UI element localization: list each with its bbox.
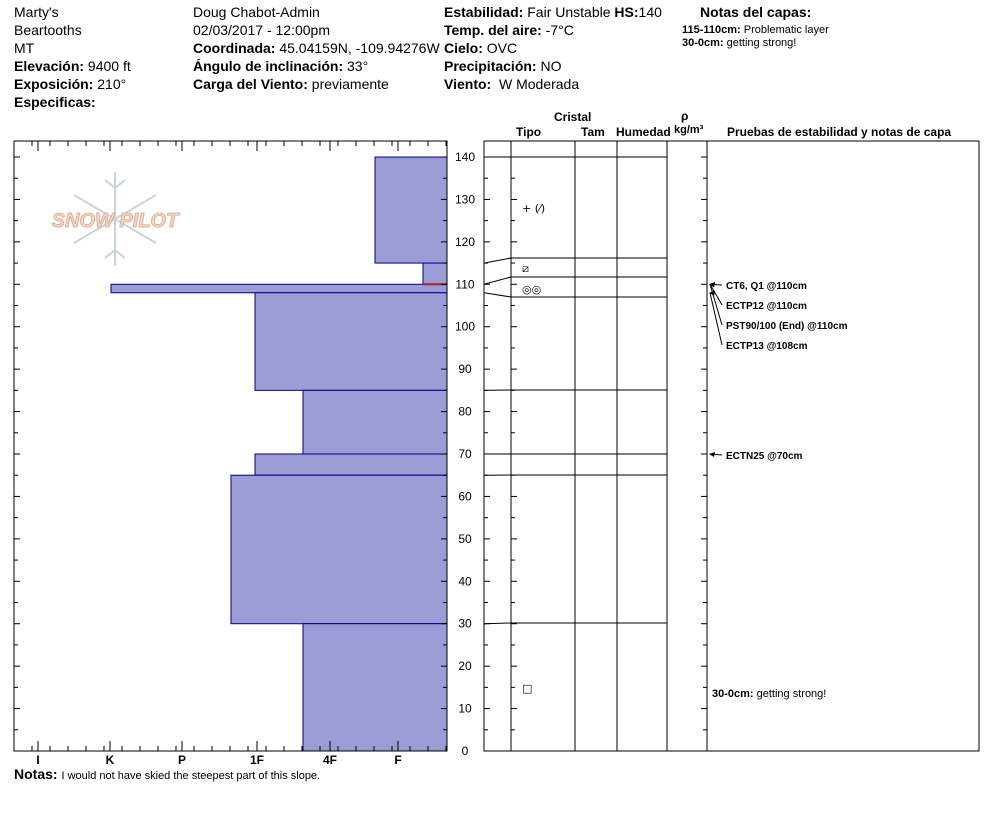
grain-symbols: + (⁄) ⧄ ◎◎ □ [522, 202, 545, 695]
density-unit-header: kg/m³ [674, 124, 704, 136]
hardness-label: P [178, 753, 186, 767]
layer-connector [483, 292, 512, 298]
svg-text:SNOW PILOT: SNOW PILOT [52, 210, 180, 232]
hardness-x-ticks: I K P 1F 4F F [13, 141, 447, 767]
layer-note: 115-110cm: Problematic layer [682, 24, 829, 36]
test-arrow [709, 284, 723, 326]
hardness-bars [110, 156, 448, 752]
depth-label: 90 [458, 362, 472, 376]
test-arrowhead [709, 452, 715, 457]
depth-axis-labels: 0 10 20 30 40 50 60 70 80 90 100 110 120 130 140 [455, 150, 475, 758]
stability-test-labels: CT6, Q1 @110cm ECTP12 @110cm PST90/100 (En… [709, 281, 848, 462]
depth-label: 120 [455, 235, 475, 249]
stability-test-label: CT6, Q1 @110cm [726, 281, 807, 292]
depth-label: 100 [455, 320, 475, 334]
layer-boundary-lines [483, 156, 667, 625]
depth-label: 80 [458, 405, 472, 419]
hardness-label: I [36, 753, 39, 767]
hardness-bar [302, 389, 448, 455]
slope-angle: Ángulo de inclinación: 33° [193, 58, 369, 74]
depth-label: 70 [458, 447, 472, 461]
depth-label: 60 [458, 489, 472, 503]
notes: Notas: I would not have skied the steepe… [14, 766, 321, 782]
density-rho-header: ρ [681, 109, 689, 123]
depth-ticks-left [14, 156, 447, 752]
test-arrowhead [709, 282, 715, 288]
sky-cover: Cielo: OVC [444, 40, 518, 56]
stability-tests-header: Pruebas de estabilidad y notas de capa [727, 125, 952, 139]
hardness-label: 1F [250, 753, 264, 767]
test-arrowhead [709, 290, 715, 296]
snowpilot-logo: SNOW PILOT [51, 172, 181, 266]
grain-symbol: ⧄ [522, 262, 529, 275]
depth-label: 110 [455, 277, 474, 291]
depth-label: 30 [458, 617, 472, 631]
state: MT [14, 40, 35, 56]
depth-label: 10 [458, 702, 472, 716]
depth-label: 130 [455, 192, 475, 206]
stability: Estabilidad: Fair Unstable HS:140 [444, 4, 662, 20]
grain-symbol: + (⁄) [522, 202, 545, 215]
hardness-bar [374, 156, 448, 264]
layer-note: 30-0cm: getting strong! [682, 37, 797, 49]
test-arrow [709, 284, 723, 306]
specifics-label: Especificas: [14, 94, 96, 110]
layer-table [483, 140, 980, 752]
hardness-label: F [394, 753, 401, 767]
mountain-range: Beartooths [14, 22, 82, 38]
observation-datetime: 02/03/2017 - 12:00pm [193, 22, 330, 38]
grain-symbol: ◎◎ [522, 283, 541, 296]
stability-test-label: ECTP13 @108cm [726, 341, 808, 352]
grain-symbol: □ [522, 682, 532, 695]
air-temperature: Temp. del aire: -7°C [444, 22, 574, 38]
layer-connector [483, 257, 512, 264]
depth-label: 40 [458, 574, 472, 588]
location-name: Marty's [14, 4, 59, 20]
exposure: Exposición: 210° [14, 76, 127, 92]
coordinates: Coordinada: 45.04159N, -109.94276W [193, 40, 440, 56]
hardness-label: 4F [323, 753, 337, 767]
hardness-bar [110, 283, 448, 294]
hardness-label: K [106, 753, 115, 767]
moisture-header: Humedad [616, 125, 671, 139]
size-header: Tam [581, 125, 605, 139]
type-header: Tipo [516, 125, 542, 139]
hardness-bar [422, 262, 448, 285]
precipitation: Precipitación: NO [444, 58, 562, 74]
depth-label: 20 [458, 659, 472, 673]
hardness-bar [254, 292, 448, 391]
layer-connector [483, 276, 512, 285]
layer-comment: 30-0cm: getting strong! [712, 688, 827, 700]
depth-label: 140 [455, 150, 475, 164]
wind-loading: Carga del Viento: previamente [193, 76, 389, 92]
crystal-header: Cristal [554, 110, 592, 124]
stability-test-label: PST90/100 (End) @110cm [726, 321, 848, 332]
elevation: Elevación: 9400 ft [14, 58, 131, 74]
stability-test-label: ECTN25 @70cm [726, 451, 803, 462]
layer-notes-title: Notas del capas: [700, 4, 812, 20]
layer-connector [483, 622, 512, 625]
wind: Viento: W Moderada [444, 76, 580, 92]
hardness-bar [230, 474, 448, 625]
depth-label: 50 [458, 532, 472, 546]
stability-test-label: ECTP12 @110cm [726, 301, 807, 312]
observer: Doug Chabot-Admin [193, 4, 320, 20]
hardness-bar [254, 453, 448, 476]
test-arrow [709, 292, 723, 346]
hardness-bar [302, 623, 448, 752]
depth-label: 0 [462, 744, 469, 758]
